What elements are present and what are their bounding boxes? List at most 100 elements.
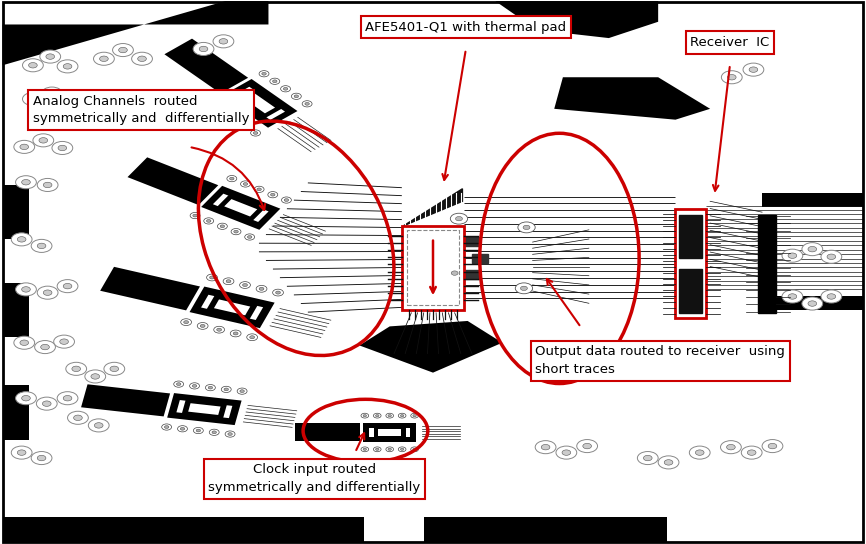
Circle shape [664, 460, 673, 465]
Circle shape [821, 250, 842, 263]
Circle shape [242, 283, 248, 287]
Circle shape [29, 96, 37, 102]
Polygon shape [373, 425, 406, 440]
Circle shape [213, 35, 234, 48]
Circle shape [808, 301, 817, 306]
Circle shape [35, 341, 55, 354]
Circle shape [180, 428, 184, 430]
Circle shape [721, 441, 741, 454]
Text: Receiver  IC: Receiver IC [690, 36, 770, 49]
Circle shape [31, 239, 52, 252]
Circle shape [52, 141, 73, 154]
Circle shape [104, 362, 125, 375]
Polygon shape [359, 321, 502, 373]
Circle shape [562, 450, 571, 455]
Circle shape [222, 386, 231, 393]
Circle shape [788, 294, 797, 299]
Circle shape [220, 225, 224, 228]
Circle shape [110, 366, 119, 372]
Circle shape [191, 213, 200, 219]
Circle shape [273, 80, 277, 83]
Circle shape [361, 413, 369, 418]
Circle shape [226, 280, 231, 283]
Circle shape [270, 78, 280, 84]
Circle shape [33, 134, 54, 147]
Circle shape [36, 397, 57, 410]
Circle shape [43, 290, 52, 295]
Circle shape [749, 67, 758, 72]
Circle shape [721, 71, 742, 84]
Polygon shape [177, 400, 232, 418]
Circle shape [23, 92, 43, 106]
Polygon shape [554, 77, 710, 120]
Circle shape [284, 199, 288, 201]
Circle shape [210, 102, 215, 104]
Circle shape [193, 42, 214, 55]
Circle shape [291, 93, 301, 100]
Polygon shape [404, 189, 462, 226]
Polygon shape [295, 423, 360, 442]
Circle shape [232, 116, 236, 119]
Circle shape [768, 443, 777, 449]
Circle shape [190, 383, 199, 389]
Polygon shape [369, 428, 410, 437]
Circle shape [68, 411, 88, 424]
Circle shape [208, 386, 213, 389]
Circle shape [583, 443, 591, 449]
Circle shape [57, 392, 78, 405]
Circle shape [72, 366, 81, 372]
Circle shape [200, 324, 205, 327]
Circle shape [802, 297, 823, 310]
Circle shape [14, 140, 35, 153]
Circle shape [413, 415, 417, 417]
Polygon shape [213, 194, 268, 222]
Polygon shape [3, 517, 364, 542]
Text: Analog Channels  routed
symmetrically and  differentially: Analog Channels routed symmetrically and… [33, 95, 249, 125]
Circle shape [788, 253, 797, 258]
Circle shape [196, 429, 201, 432]
Circle shape [247, 334, 257, 341]
Circle shape [17, 450, 26, 455]
Circle shape [446, 268, 463, 279]
Circle shape [197, 323, 208, 329]
Polygon shape [378, 429, 402, 436]
Circle shape [782, 290, 803, 303]
Polygon shape [100, 267, 200, 311]
Circle shape [132, 52, 152, 65]
Circle shape [248, 236, 252, 238]
Circle shape [821, 290, 842, 303]
Circle shape [398, 447, 406, 452]
Circle shape [747, 450, 756, 455]
Circle shape [523, 225, 530, 230]
Circle shape [281, 197, 291, 203]
Circle shape [400, 415, 404, 417]
Circle shape [257, 188, 262, 191]
Bar [407, 230, 459, 305]
Circle shape [210, 276, 215, 279]
Circle shape [275, 291, 281, 294]
Circle shape [658, 456, 679, 469]
Circle shape [363, 415, 366, 417]
Circle shape [541, 444, 550, 450]
Polygon shape [3, 1, 268, 65]
Circle shape [22, 180, 30, 185]
Circle shape [210, 429, 219, 435]
Circle shape [741, 446, 762, 459]
Circle shape [88, 419, 109, 432]
Circle shape [119, 47, 127, 53]
Circle shape [85, 370, 106, 383]
Circle shape [254, 132, 258, 134]
Circle shape [281, 85, 290, 92]
Circle shape [234, 230, 238, 233]
Text: AFE5401-Q1 with thermal pad: AFE5401-Q1 with thermal pad [365, 21, 566, 34]
Circle shape [643, 455, 652, 461]
Circle shape [37, 243, 46, 249]
Circle shape [138, 56, 146, 61]
Circle shape [283, 88, 288, 90]
Circle shape [178, 425, 187, 432]
Circle shape [229, 177, 234, 180]
Circle shape [162, 424, 171, 430]
Circle shape [218, 107, 229, 114]
Circle shape [14, 336, 35, 349]
Circle shape [827, 294, 836, 299]
